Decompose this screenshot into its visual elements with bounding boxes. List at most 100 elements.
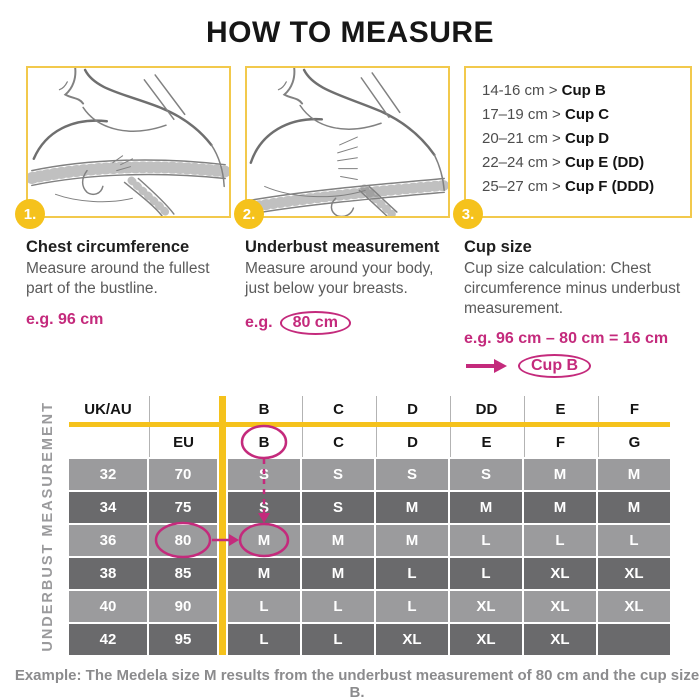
size-table-row: 34 75 S S M M M M	[69, 492, 670, 524]
cup-range: 14-16 cm	[482, 82, 545, 99]
size-cell: M	[450, 492, 522, 524]
step-2-panel: 2. Underbust measurement Measure around …	[234, 66, 450, 378]
ukau-size: 34	[69, 492, 147, 524]
cup-value: Cup B	[561, 82, 606, 99]
size-cell: M	[524, 459, 596, 491]
step-3-example: e.g. 96 cm – 80 cm = 16 cm	[464, 330, 669, 348]
cup-range: 17–19 cm	[482, 106, 548, 123]
ukau-size: 36	[69, 525, 147, 557]
size-table-row: 32 70 S S S S M M	[69, 459, 670, 491]
size-cell: L	[228, 624, 300, 656]
step-2-example: e.g. 80 cm	[245, 310, 450, 335]
size-table-row: 42 95 L L XL XL XL	[69, 624, 670, 656]
size-cell: XL	[376, 624, 448, 656]
size-cell: M	[228, 525, 300, 557]
eu-cup-header: F	[524, 427, 596, 458]
step-1-heading: Chest circumference	[26, 238, 190, 256]
step-1-badge: 1.	[15, 199, 45, 229]
ukau-cup-header: DD	[450, 396, 522, 423]
chest-measurement-illustration: 1.	[15, 66, 231, 229]
size-cell: M	[302, 558, 374, 590]
step-2-body: Measure around your body, just below you…	[245, 260, 434, 297]
side-label-text: UNDERBUST MEASUREMENT	[40, 400, 56, 652]
size-cell: XL	[598, 558, 670, 590]
header-ukau-blank	[149, 396, 217, 423]
size-cell: S	[228, 459, 300, 491]
cup-value: Cup D	[564, 130, 610, 147]
size-cell: L	[376, 591, 448, 623]
size-cell: L	[524, 525, 596, 557]
header-ukau-label: UK/AU	[84, 400, 132, 418]
step-3-panel: 14-16 cm > Cup B 17–19 cm > Cup C 20–21 …	[453, 66, 692, 379]
cup-range-separator: >	[552, 178, 561, 195]
size-cell: L	[598, 525, 670, 557]
step-3-heading: Cup size	[464, 238, 532, 256]
size-cell: M	[598, 459, 670, 491]
eu-size: 90	[149, 591, 217, 623]
eu-cup-header: E	[450, 427, 522, 458]
cup-range-line: 22–24 cm > Cup E (DD)	[482, 154, 680, 171]
eu-cup-header: G	[598, 427, 670, 458]
step-2-example-circled-value: 80 cm	[279, 310, 351, 335]
size-cell: S	[228, 492, 300, 524]
size-cell: L	[228, 591, 300, 623]
chest-measure-sketch	[28, 68, 229, 216]
size-cell: S	[450, 459, 522, 491]
eu-cup-header: D	[376, 427, 448, 458]
size-table-row: 40 90 L L L XL XL XL	[69, 591, 670, 623]
footer-example-text: Example: The Medela size M results from …	[14, 667, 700, 700]
size-table-row: 38 85 M M L L XL XL	[69, 558, 670, 590]
size-table: UK/AU B C D DD E F EU B C D	[69, 396, 670, 656]
ukau-size: 42	[69, 624, 147, 656]
size-cell: M	[376, 492, 448, 524]
cup-value: Cup C	[564, 106, 610, 123]
header-eu-label: EU	[149, 427, 217, 458]
size-cell: M	[228, 558, 300, 590]
size-cell: L	[302, 624, 374, 656]
eu-size: 75	[149, 492, 217, 524]
header-row-eu: EU B C D E F G	[69, 427, 670, 458]
steps-row: 1. Chest circumference Measure around th…	[0, 66, 700, 379]
cup-range-separator: >	[552, 130, 561, 147]
cup-range-separator: >	[548, 82, 558, 99]
page-title: HOW TO MEASURE	[205, 16, 495, 49]
cup-range: 25–27 cm	[482, 178, 548, 195]
size-cell: S	[302, 459, 374, 491]
eu-cup-header: B	[258, 433, 270, 451]
size-cell: L	[450, 525, 522, 557]
ukau-cup-header: C	[302, 396, 374, 423]
size-cell: S	[376, 459, 448, 491]
ukau-size: 38	[69, 558, 147, 590]
header-row-ukau: UK/AU B C D DD E F	[69, 396, 670, 423]
step-2-badge: 2.	[234, 199, 264, 229]
side-label: UNDERBUST MEASUREMENT	[27, 396, 69, 655]
yellow-horizontal-divider	[69, 422, 670, 428]
step-3-body: Cup size calculation: Chest circumferenc…	[464, 260, 681, 317]
step-1-example: e.g. 96 cm	[26, 310, 104, 328]
step-1-body: Measure around the fullest part of the b…	[26, 260, 210, 297]
ukau-size: 40	[69, 591, 147, 623]
step-3-badge: 3.	[453, 199, 483, 229]
ukau-cup-header: D	[376, 396, 448, 423]
header-eu-blank	[69, 427, 147, 457]
underbust-measurement-illustration: 2.	[234, 66, 450, 229]
size-cell: M	[376, 525, 448, 557]
eu-size: 80	[149, 525, 217, 557]
size-cell: S	[302, 492, 374, 524]
ukau-cup-header: E	[524, 396, 596, 423]
eu-size: 70	[149, 459, 217, 491]
cup-range-line: 20–21 cm > Cup D	[482, 130, 680, 147]
cup-range-line: 25–27 cm > Cup F (DDD)	[482, 178, 680, 195]
pink-arrow-icon	[466, 359, 507, 374]
cup-value: Cup E (DD)	[564, 154, 645, 171]
eu-size: 85	[149, 558, 217, 590]
ukau-cup-header: B	[258, 400, 270, 418]
size-cell: M	[524, 492, 596, 524]
size-cell: XL	[450, 624, 522, 656]
step-2-heading: Underbust measurement	[245, 238, 440, 256]
cup-size-reference-box: 14-16 cm > Cup B 17–19 cm > Cup C 20–21 …	[453, 66, 692, 229]
step-1-panel: 1. Chest circumference Measure around th…	[15, 66, 231, 378]
size-cell: M	[302, 525, 374, 557]
size-cell: XL	[524, 624, 596, 656]
